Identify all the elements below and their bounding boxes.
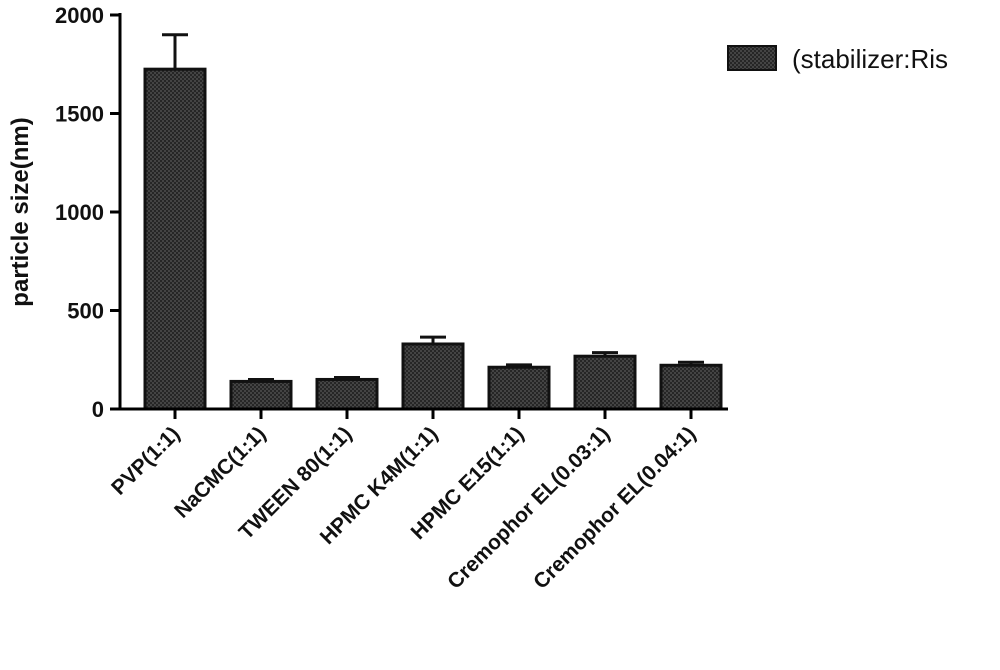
y-ticks-group: 0 500 1000 1500 2000 [55,3,120,422]
legend: (stabilizer:Ris [727,44,948,74]
bar [573,354,637,411]
x-category-label: Cremophor EL(0.03:1) [443,422,614,593]
bar [143,67,207,411]
legend-swatch [727,45,777,71]
x-ticks-group: PVP(1:1)NaCMC(1:1)TWEEN 80(1:1)HPMC K4M(… [107,409,701,594]
y-tick-label: 1500 [55,102,104,127]
bar [229,379,293,411]
legend-label: (stabilizer:Ris [792,44,948,74]
x-category-label: Cremophor EL(0.04:1) [529,422,700,593]
error-bars-group [162,33,704,382]
bar [401,342,465,411]
x-category-label: PVP(1:1) [107,422,184,499]
y-tick-label: 1000 [55,200,104,225]
y-axis-title: particle size(nm) [7,117,34,306]
bar [315,377,379,411]
y-tick-label: 500 [67,299,104,324]
bars-group [143,67,723,411]
y-tick-label: 2000 [55,3,104,28]
bar [487,365,551,411]
bar [659,363,723,411]
y-tick-label: 0 [92,397,104,422]
